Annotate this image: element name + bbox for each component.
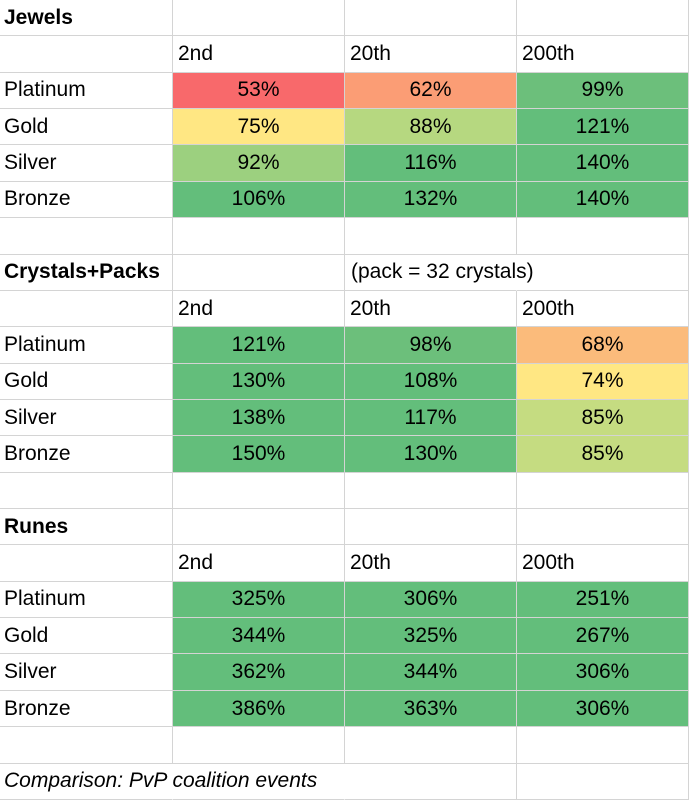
section-0-value-cell[interactable]: 140%	[517, 145, 689, 182]
section-2-value-cell[interactable]: 386%	[173, 690, 345, 728]
section-0-value-cell[interactable]: 62%	[345, 72, 517, 110]
section-0-row-label[interactable]: Silver	[0, 145, 173, 182]
section-0-empty-cell[interactable]	[173, 0, 345, 37]
section-0-column-header[interactable]: 2nd	[173, 36, 345, 73]
section-1-value-cell[interactable]: 74%	[517, 363, 689, 400]
section-1-value-cell[interactable]: 117%	[345, 399, 517, 437]
section-2-value-cell[interactable]: 344%	[345, 654, 517, 691]
section-2-empty-cell[interactable]	[517, 727, 689, 764]
section-0-empty-cell[interactable]	[0, 218, 173, 255]
section-0-row-label[interactable]: Platinum	[0, 72, 173, 110]
section-0-value-cell[interactable]: 92%	[173, 145, 345, 182]
section-2-row-label[interactable]: Silver	[0, 654, 173, 691]
section-1-row-label[interactable]: Gold	[0, 363, 173, 400]
section-1-empty-cell[interactable]	[0, 472, 173, 510]
section-1-title[interactable]: Crystals+Packs	[0, 254, 173, 291]
section-2-empty-cell[interactable]	[517, 509, 689, 546]
section-0-value-cell[interactable]: 116%	[345, 145, 517, 182]
section-2-empty-cell[interactable]	[345, 727, 517, 764]
section-0-value-cell[interactable]: 121%	[517, 109, 689, 146]
section-0-empty-cell[interactable]	[517, 218, 689, 255]
section-2-value-cell[interactable]: 363%	[345, 690, 517, 728]
section-2-row-label[interactable]: Platinum	[0, 581, 173, 619]
section-0-value-cell[interactable]: 140%	[517, 181, 689, 219]
footer-empty-cell[interactable]	[345, 763, 517, 800]
section-2-value-cell[interactable]: 362%	[173, 654, 345, 691]
section-2-value-cell[interactable]: 325%	[173, 581, 345, 619]
section-0-header-corner[interactable]	[0, 36, 173, 73]
footer-empty-cell[interactable]	[517, 763, 689, 800]
section-0-value-cell[interactable]: 106%	[173, 181, 345, 219]
footer-empty-cell[interactable]	[173, 764, 345, 800]
section-2-row-label[interactable]: Bronze	[0, 690, 173, 728]
section-0-column-header[interactable]: 200th	[517, 36, 689, 73]
section-1-value-cell[interactable]: 68%	[517, 327, 689, 364]
section-2-value-cell[interactable]: 325%	[345, 618, 517, 655]
section-0-empty-cell[interactable]	[345, 0, 517, 37]
section-1-row-label[interactable]: Platinum	[0, 327, 173, 364]
section-2-value-cell[interactable]: 306%	[345, 581, 517, 619]
section-1-value-cell[interactable]: 150%	[173, 436, 345, 473]
section-2-empty-cell[interactable]	[0, 727, 173, 764]
section-0-value-cell[interactable]: 99%	[517, 72, 689, 110]
section-1-value-cell[interactable]: 130%	[173, 363, 345, 400]
section-1-row-label[interactable]: Silver	[0, 399, 173, 437]
section-0-row-label[interactable]: Gold	[0, 109, 173, 146]
section-0-empty-cell[interactable]	[517, 0, 689, 37]
section-2-header-corner[interactable]	[0, 545, 173, 582]
section-1-column-header[interactable]: 2nd	[173, 290, 345, 328]
section-2-column-header[interactable]: 2nd	[173, 545, 345, 582]
section-1-row-label[interactable]: Bronze	[0, 436, 173, 473]
section-1-header-corner[interactable]	[0, 290, 173, 328]
section-1-empty-cell[interactable]	[517, 254, 689, 291]
section-2-value-cell[interactable]: 267%	[517, 618, 689, 655]
section-0-column-header[interactable]: 20th	[345, 36, 517, 73]
section-2-value-cell[interactable]: 306%	[517, 654, 689, 691]
section-2-column-header[interactable]: 200th	[517, 545, 689, 582]
section-2-empty-cell[interactable]	[173, 509, 345, 546]
section-1-column-header[interactable]: 20th	[345, 290, 517, 328]
section-0-empty-cell[interactable]	[173, 218, 345, 255]
section-2-value-cell[interactable]: 251%	[517, 581, 689, 619]
section-1-value-cell[interactable]: 108%	[345, 363, 517, 400]
section-1-value-cell[interactable]: 121%	[173, 327, 345, 364]
section-2-value-cell[interactable]: 344%	[173, 618, 345, 655]
section-2-title[interactable]: Runes	[0, 509, 173, 546]
section-1-value-cell[interactable]: 98%	[345, 327, 517, 364]
section-1-empty-cell[interactable]	[517, 472, 689, 510]
section-1-column-header[interactable]: 200th	[517, 290, 689, 328]
footer-comparison[interactable]: Comparison: PvP coalition events	[0, 764, 317, 800]
section-0-value-cell[interactable]: 53%	[173, 72, 345, 110]
section-2-row-label[interactable]: Gold	[0, 618, 173, 655]
section-1-empty-cell[interactable]	[173, 472, 345, 510]
section-2-empty-cell[interactable]	[345, 509, 517, 546]
section-0-title[interactable]: Jewels	[0, 0, 173, 37]
section-2-column-header[interactable]: 20th	[345, 545, 517, 582]
section-0-empty-cell[interactable]	[345, 218, 517, 255]
section-2-empty-cell[interactable]	[173, 727, 345, 764]
section-1-empty-cell[interactable]	[345, 472, 517, 510]
section-0-value-cell[interactable]: 132%	[345, 181, 517, 219]
section-0-value-cell[interactable]: 88%	[345, 109, 517, 146]
section-1-note[interactable]: (pack = 32 crystals)	[345, 255, 534, 291]
section-1-value-cell[interactable]: 138%	[173, 399, 345, 437]
section-1-value-cell[interactable]: 85%	[517, 436, 689, 473]
section-2-value-cell[interactable]: 306%	[517, 690, 689, 728]
section-0-row-label[interactable]: Bronze	[0, 181, 173, 219]
section-1-value-cell[interactable]: 130%	[345, 436, 517, 473]
section-1-value-cell[interactable]: 85%	[517, 399, 689, 437]
section-0-value-cell[interactable]: 75%	[173, 109, 345, 146]
section-1-empty-cell[interactable]	[173, 254, 345, 291]
